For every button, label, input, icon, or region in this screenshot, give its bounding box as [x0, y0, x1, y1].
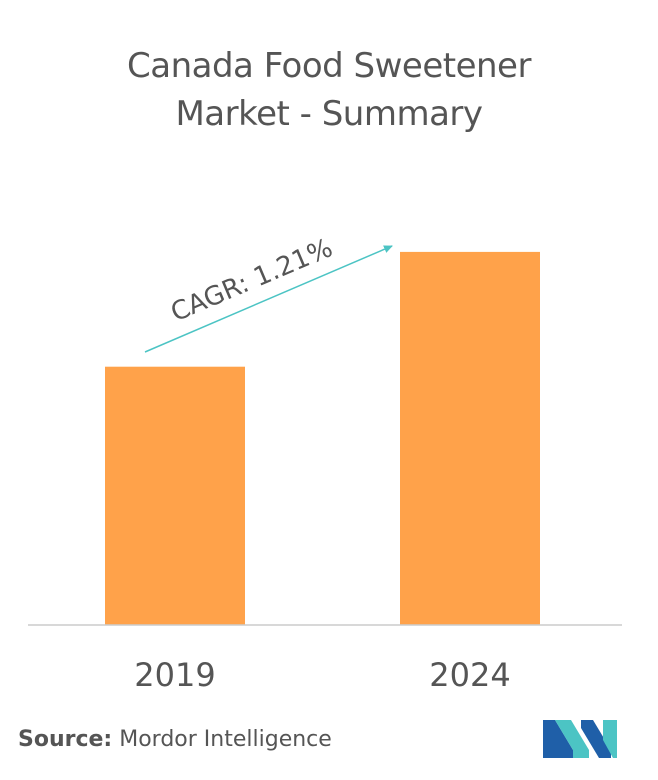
bar-2019 — [105, 366, 245, 625]
chart-title-line2: Market - Summary — [175, 94, 483, 134]
cagr-arrow — [144, 245, 393, 353]
bars-group — [105, 251, 540, 625]
x-tick-label-2024: 2024 — [429, 656, 510, 694]
x-tick-labels: 2019 2024 — [134, 656, 510, 694]
chart-title-line1: Canada Food Sweetener — [127, 46, 531, 86]
mordor-intelligence-logo-icon — [543, 720, 617, 758]
bar-2024 — [400, 251, 540, 625]
chart-title: Canada Food Sweetener Market - Summary — [0, 42, 658, 138]
source-text: Mordor Intelligence — [119, 727, 332, 752]
source-label: Source: — [18, 727, 113, 752]
x-tick-label-2019: 2019 — [134, 656, 215, 694]
source-line: Source: Mordor Intelligence — [18, 727, 332, 752]
